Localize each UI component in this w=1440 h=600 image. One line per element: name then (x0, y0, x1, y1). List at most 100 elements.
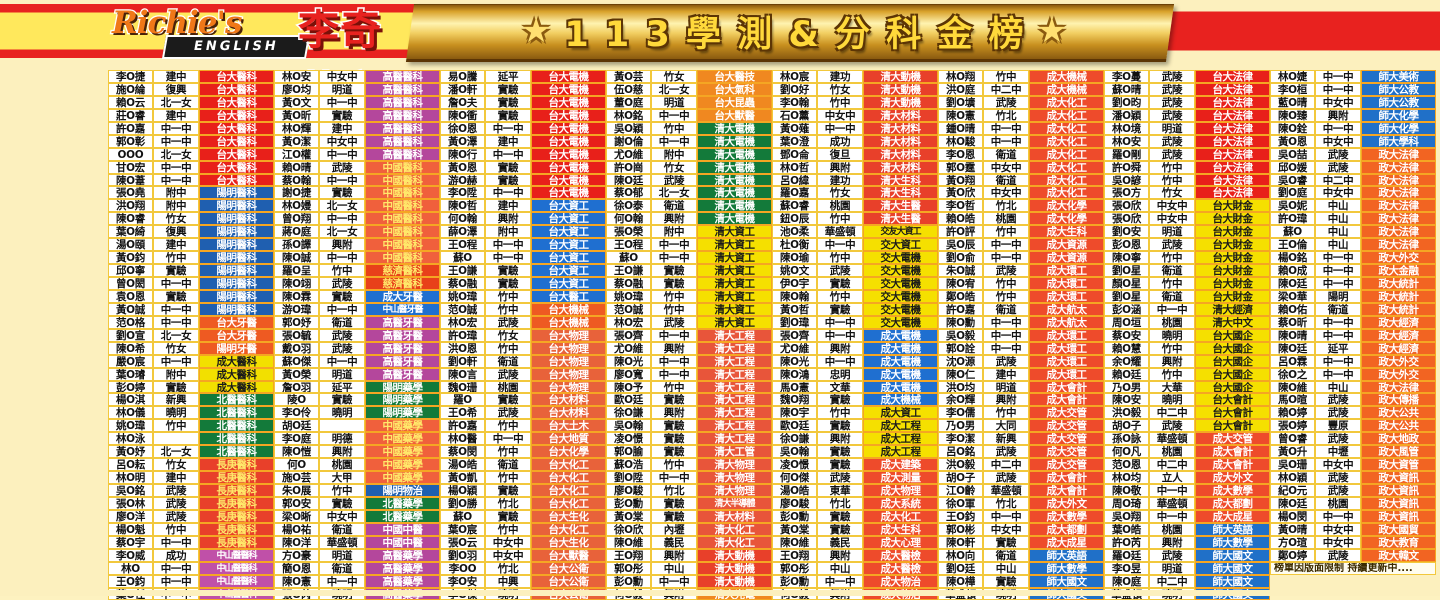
table-row[interactable]: 蔡O郁北一女清大電機 (606, 186, 772, 199)
table-row[interactable]: 林O宏武陵清大資工 (606, 316, 772, 329)
table-row[interactable]: 邱O媛武陵政大法律 (1270, 161, 1436, 174)
table-row[interactable]: 陳O洋華盛頓中國中醫 (274, 536, 440, 549)
table-row[interactable]: 許O舜竹中台大法律 (1104, 161, 1270, 174)
table-row[interactable]: 陳O廷中一中政大統計 (1270, 277, 1436, 290)
table-row[interactable]: 林O哲興附清大材料 (772, 161, 938, 174)
table-row[interactable]: 廖O駿竹北成大系統 (772, 497, 938, 510)
table-row[interactable]: 黃O哲實驗交大電機 (772, 303, 938, 316)
table-row[interactable]: 蘇O傑中一中高醫牙醫 (274, 355, 440, 368)
table-row[interactable]: 伍O慈北一女台大氣科 (606, 83, 772, 96)
table-row[interactable]: 洪O毅中二中台大會計 (1104, 406, 1270, 419)
table-row[interactable]: 李O陞中一中台大電機 (440, 186, 606, 199)
table-row[interactable]: 蔡O融實驗台大資工 (440, 277, 606, 290)
table-row[interactable]: 王O謙實驗清大資工 (606, 264, 772, 277)
table-row[interactable]: 姚O瑋竹中台大醫工 (440, 290, 606, 303)
table-row[interactable]: 王O倫中山政大法律 (1270, 238, 1436, 251)
table-row[interactable]: 施O綸復興台大醫科 (108, 83, 274, 96)
table-row[interactable]: 吳O喆武陵政大法律 (1270, 148, 1436, 161)
table-row[interactable]: 蔡O宇中一中長庚醫科 (108, 536, 274, 549)
table-row[interactable]: 池O柔華盛頓交友大資工 (772, 225, 938, 238)
table-row[interactable]: 魏O珊桃園台大物理 (440, 381, 606, 394)
table-row[interactable]: 伊O宇實驗交大電機 (772, 277, 938, 290)
table-row[interactable]: 袁O恩實驗陽明醫科 (108, 290, 274, 303)
table-row[interactable]: 江O權中一中高醫醫科 (274, 148, 440, 161)
table-row[interactable]: 梁O晰中女中北醫藥學 (274, 510, 440, 523)
table-row[interactable]: 徐O軍竹北成大外文 (938, 497, 1104, 510)
table-row[interactable]: 郭O彰中一中台大醫科 (108, 135, 274, 148)
table-row[interactable]: 黃O凱竹中台大化工 (440, 471, 606, 484)
table-row[interactable]: 陳O愷興附中國藥學 (274, 445, 440, 458)
table-row[interactable]: 王O鈞中一中成大數學 (938, 510, 1104, 523)
table-row[interactable]: 陳O憲竹北成大化工 (938, 109, 1104, 122)
table-row[interactable]: 劉O瑋中一中交大電機 (772, 316, 938, 329)
table-row[interactable]: 楊O穎實驗台大化工 (440, 484, 606, 497)
table-row[interactable]: 詹O羽延平陽明藥學 (274, 381, 440, 394)
table-row[interactable]: 劉O廷中山師大數學 (938, 562, 1104, 575)
table-row[interactable]: 張O堯附中陽明醫科 (108, 186, 274, 199)
table-row[interactable]: 江O齡華盛頓成大會計 (938, 484, 1104, 497)
table-row[interactable]: 蘇O睿桃園清大生醫 (772, 199, 938, 212)
table-row[interactable]: 黃O澤建中台大電機 (440, 135, 606, 148)
table-row[interactable]: 沈O源武陵成大環工 (938, 355, 1104, 368)
table-row[interactable]: 徐O之中一中政大外交 (1270, 368, 1436, 381)
table-row[interactable]: 陳O安曉明台大會計 (1104, 393, 1270, 406)
table-row[interactable]: 林O婕中一中師大美術 (1270, 70, 1436, 83)
table-row[interactable]: 潘O軒實驗台大電機 (440, 83, 606, 96)
table-row[interactable]: 李O伶曉明陽明藥學 (274, 406, 440, 419)
table-row[interactable]: 劉O壙武陵成大化工 (938, 96, 1104, 109)
table-row[interactable]: 李O翰竹中清大動機 (772, 96, 938, 109)
table-row[interactable]: 楊O祐衛道中國中醫 (274, 523, 440, 536)
table-row[interactable]: 黃O欣中女中成大化工 (938, 186, 1104, 199)
table-row[interactable]: 郭O腧實驗清大工管 (606, 445, 772, 458)
table-row[interactable]: 周O琦華盛頓成大都劃 (1104, 497, 1270, 510)
table-row[interactable]: 吳O銘武陵長庚醫科 (108, 484, 274, 497)
table-row[interactable]: 黃O昕實驗高醫醫科 (274, 109, 440, 122)
table-row[interactable]: 吳O毅中一中成大環工 (938, 329, 1104, 342)
table-row[interactable]: 莊O睿建中台大醫科 (108, 109, 274, 122)
table-row[interactable]: 李O蔓武陵台大法律 (1104, 70, 1270, 83)
table-row[interactable]: 陳O敬中一中成大數學 (1104, 484, 1270, 497)
table-row[interactable]: 李O恩衛道成大化工 (938, 148, 1104, 161)
table-row[interactable]: 王O翔興附成大醫檢 (772, 549, 938, 562)
table-row[interactable]: 賴O廷竹中台大國企 (1104, 368, 1270, 381)
table-row[interactable]: 張O欣中女中台大財金 (1104, 199, 1270, 212)
table-row[interactable]: 鈕O辰竹中清大生醫 (772, 212, 938, 225)
table-row[interactable]: 李O潔新興成大交管 (938, 432, 1104, 445)
table-row[interactable]: 徐O欣內壢清大化工 (606, 523, 772, 536)
table-row[interactable]: 陳O翰竹中交大電機 (772, 290, 938, 303)
table-row[interactable]: 黃O恩實驗台大電機 (440, 161, 606, 174)
table-row[interactable]: 廖O寬中一中清大工程 (606, 368, 772, 381)
table-row[interactable]: 王O謙實驗台大資工 (440, 264, 606, 277)
table-row[interactable]: 許O嘉衛道成大航太 (938, 303, 1104, 316)
table-row[interactable]: 鄭O婷武陵政大韓文 (1270, 549, 1436, 562)
table-row[interactable]: 陳O誠中一中中國醫科 (274, 251, 440, 264)
table-row[interactable]: 李O儒竹中成大交管 (938, 406, 1104, 419)
table-row[interactable]: 陳O晴中一中政大經濟 (1270, 329, 1436, 342)
table-row[interactable]: 李O桓中一中師大公教 (1270, 83, 1436, 96)
table-row[interactable]: 許O嘉中一中台大醫科 (108, 122, 274, 135)
table-row[interactable]: 徐O謙興附清大工程 (606, 406, 772, 419)
table-row[interactable]: 劉O陞中一中清大物理 (606, 471, 772, 484)
table-row[interactable]: 尤O維附中清大電機 (606, 148, 772, 161)
table-row[interactable]: 郭O彤中山清大動機 (606, 562, 772, 575)
table-row[interactable]: 陳O霖實驗成大牙醫 (274, 290, 440, 303)
table-row[interactable]: 陳O維中山政大法律 (1270, 381, 1436, 394)
table-row[interactable]: 黃O晴中女中政大國貿 (1270, 523, 1436, 536)
table-row[interactable]: 黃O誠中一中陽明醫科 (108, 303, 274, 316)
table-row[interactable]: 胡O子武陵成大會計 (938, 471, 1104, 484)
table-row[interactable]: 黃O妤北一女北醫醫科 (108, 445, 274, 458)
table-row[interactable]: 楊O魁竹中長庚醫科 (108, 523, 274, 536)
table-row[interactable]: 劉O勝竹北台大化工 (440, 497, 606, 510)
table-row[interactable]: 林O銘中一中台大獸醫 (606, 109, 772, 122)
table-row[interactable]: 陳O勳中一中成大航太 (938, 316, 1104, 329)
table-row[interactable]: 劉O宣北一女台大牙醫 (108, 329, 274, 342)
table-row[interactable]: 黃O翔衛道成大化工 (938, 174, 1104, 187)
table-row[interactable]: 游O赫實驗台大電機 (440, 174, 606, 187)
table-row[interactable]: 孫O詠華盛頓成大交管 (1104, 432, 1270, 445)
table-row[interactable]: 林O宸建功清大動機 (772, 70, 938, 83)
table-row[interactable]: 羅O呈竹中慈濟醫科 (274, 264, 440, 277)
table-row[interactable]: 廖O洋武陵長庚醫科 (108, 510, 274, 523)
table-row[interactable]: 洪O毅中二中成大交管 (938, 458, 1104, 471)
